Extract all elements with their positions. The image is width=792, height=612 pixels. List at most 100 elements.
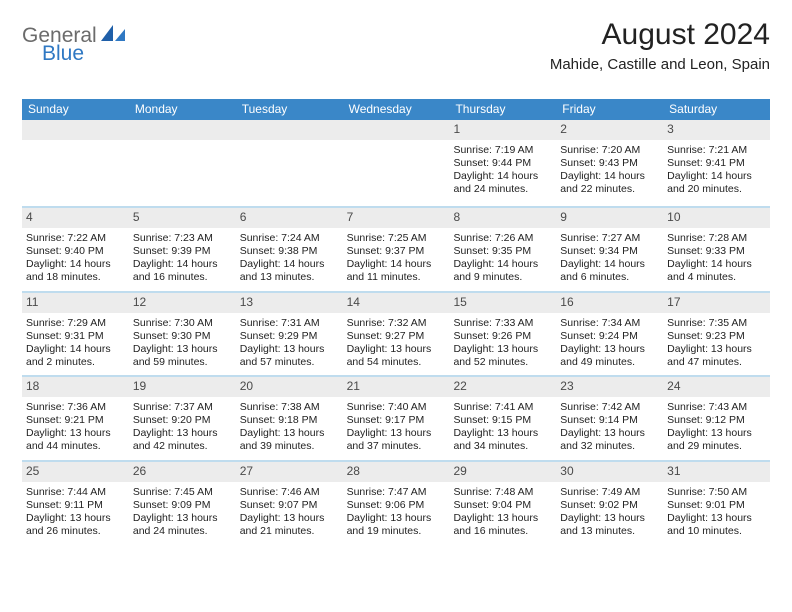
sunset-line: Sunset: 9:12 PM [667,414,766,427]
sunset-line: Sunset: 9:17 PM [347,414,446,427]
page: General August 2024 Mahide, Castille and… [0,0,792,554]
day-number: 14 [343,293,450,313]
sunset-line: Sunset: 9:01 PM [667,499,766,512]
day-number: 15 [449,293,556,313]
day-number: 22 [449,377,556,397]
daylight-line: Daylight: 14 hours and 24 minutes. [453,170,552,196]
sunrise-line: Sunrise: 7:31 AM [240,317,339,330]
daylight-line: Daylight: 13 hours and 16 minutes. [453,512,552,538]
daylight-line: Daylight: 13 hours and 13 minutes. [560,512,659,538]
sunrise-line: Sunrise: 7:22 AM [26,232,125,245]
day-body: Sunrise: 7:36 AMSunset: 9:21 PMDaylight:… [26,401,125,454]
day-cell: 15 Sunrise: 7:33 AMSunset: 9:26 PMDayligh… [449,293,556,376]
sunset-line: Sunset: 9:14 PM [560,414,659,427]
daylight-line: Daylight: 13 hours and 10 minutes. [667,512,766,538]
daylight-line: Daylight: 13 hours and 29 minutes. [667,427,766,453]
day-cell: 20Sunrise: 7:38 AMSunset: 9:18 PMDayligh… [236,377,343,460]
daylight-line: Daylight: 14 hours and 4 minutes. [667,258,766,284]
day-body: Sunrise: 7:24 AMSunset: 9:38 PMDaylight:… [240,232,339,285]
dow-cell: Saturday [663,99,770,120]
title-block: August 2024 Mahide, Castille and Leon, S… [550,18,770,73]
day-cell: 9Sunrise: 7:27 AMSunset: 9:34 PMDaylight… [556,208,663,291]
day-body: Sunrise: 7:21 AMSunset: 9:41 PMDaylight:… [667,144,766,197]
day-number: 4 [22,208,129,228]
day-body: Sunrise: 7:31 AMSunset: 9:29 PMDaylight:… [240,317,339,370]
daylight-line: Daylight: 14 hours and 20 minutes. [667,170,766,196]
sunset-line: Sunset: 9:39 PM [133,245,232,258]
sunrise-line: Sunrise: 7:24 AM [240,232,339,245]
day-body-empty [133,144,232,200]
day-number: 27 [236,462,343,482]
sunrise-line: Sunrise: 7:43 AM [667,401,766,414]
sunset-line: Sunset: 9:26 PM [453,330,552,343]
day-number: 7 [343,208,450,228]
sunset-line: Sunset: 9:02 PM [560,499,659,512]
daylight-line: Daylight: 13 hours and 32 minutes. [560,427,659,453]
sunset-line: Sunset: 9:15 PM [453,414,552,427]
dow-cell: Thursday [449,99,556,120]
day-number: 6 [236,208,343,228]
sunrise-line: Sunrise: 7:28 AM [667,232,766,245]
day-cell: 26Sunrise: 7:45 AMSunset: 9:09 PMDayligh… [129,462,236,545]
day-cell: 17Sunrise: 7:35 AMSunset: 9:23 PMDayligh… [663,293,770,376]
sunrise-line: Sunrise: 7:38 AM [240,401,339,414]
day-number: 23 [556,377,663,397]
day-body: Sunrise: 7:38 AMSunset: 9:18 PMDaylight:… [240,401,339,454]
day-cell: 4Sunrise: 7:22 AMSunset: 9:40 PMDaylight… [22,208,129,291]
day-body: Sunrise: 7:41 AMSunset: 9:15 PMDaylight:… [453,401,552,454]
daylight-line: Daylight: 13 hours and 19 minutes. [347,512,446,538]
sunset-line: Sunset: 9:43 PM [560,157,659,170]
sunrise-line: Sunrise: 7:50 AM [667,486,766,499]
sunset-line: Sunset: 9:41 PM [667,157,766,170]
dow-row: SundayMondayTuesdayWednesdayThursdayFrid… [22,99,770,120]
sunset-line: Sunset: 9:34 PM [560,245,659,258]
day-cell [343,120,450,206]
daylight-line: Daylight: 14 hours and 6 minutes. [560,258,659,284]
sunset-line: Sunset: 9:23 PM [667,330,766,343]
sunrise-line: Sunrise: 7:47 AM [347,486,446,499]
day-cell: 10Sunrise: 7:28 AMSunset: 9:33 PMDayligh… [663,208,770,291]
day-cell [129,120,236,206]
day-body: Sunrise: 7:25 AMSunset: 9:37 PMDaylight:… [347,232,446,285]
sunrise-line: Sunrise: 7:41 AM [453,401,552,414]
day-number: 5 [129,208,236,228]
sunrise-line: Sunrise: 7:34 AM [560,317,659,330]
day-cell: 13 Sunrise: 7:31 AMSunset: 9:29 PMDayligh… [236,293,343,376]
sunrise-line: Sunrise: 7:46 AM [240,486,339,499]
day-number: 13 [236,293,343,313]
sunset-line: Sunset: 9:35 PM [453,245,552,258]
sunrise-line: Sunrise: 7:20 AM [560,144,659,157]
dow-cell: Friday [556,99,663,120]
day-body: Sunrise: 7:27 AMSunset: 9:34 PMDaylight:… [560,232,659,285]
day-body: Sunrise: 7:45 AMSunset: 9:09 PMDaylight:… [133,486,232,539]
day-body: Sunrise: 7:29 AMSunset: 9:31 PMDaylight:… [26,317,125,370]
daylight-line: Daylight: 14 hours and 16 minutes. [133,258,232,284]
brand-sail-icon [99,23,127,43]
day-cell: 2Sunrise: 7:20 AMSunset: 9:43 PMDaylight… [556,120,663,206]
day-cell: 31Sunrise: 7:50 AMSunset: 9:01 PMDayligh… [663,462,770,545]
day-body: Sunrise: 7:32 AMSunset: 9:27 PMDaylight:… [347,317,446,370]
sunrise-line: Sunrise: 7:23 AM [133,232,232,245]
day-cell: 5 Sunrise: 7:23 AMSunset: 9:39 PMDaylight… [129,208,236,291]
day-body: Sunrise: 7:20 AMSunset: 9:43 PMDaylight:… [560,144,659,197]
sunset-line: Sunset: 9:38 PM [240,245,339,258]
daylight-line: Daylight: 13 hours and 24 minutes. [133,512,232,538]
sunrise-line: Sunrise: 7:33 AM [453,317,552,330]
day-cell: 14 Sunrise: 7:32 AMSunset: 9:27 PMDayligh… [343,293,450,376]
brand-text-blue: Blue [42,42,84,65]
day-body: Sunrise: 7:49 AMSunset: 9:02 PMDaylight:… [560,486,659,539]
dow-cell: Tuesday [236,99,343,120]
day-number: 17 [663,293,770,313]
week-row: 18Sunrise: 7:36 AMSunset: 9:21 PMDayligh… [22,375,770,460]
day-body-empty [26,144,125,200]
sunset-line: Sunset: 9:44 PM [453,157,552,170]
day-body: Sunrise: 7:33 AMSunset: 9:26 PMDaylight:… [453,317,552,370]
day-cell: 19Sunrise: 7:37 AMSunset: 9:20 PMDayligh… [129,377,236,460]
day-cell: 1Sunrise: 7:19 AMSunset: 9:44 PMDaylight… [449,120,556,206]
day-body: Sunrise: 7:50 AMSunset: 9:01 PMDaylight:… [667,486,766,539]
daylight-line: Daylight: 14 hours and 11 minutes. [347,258,446,284]
sunrise-line: Sunrise: 7:29 AM [26,317,125,330]
day-body: Sunrise: 7:26 AMSunset: 9:35 PMDaylight:… [453,232,552,285]
weeks-container: 1Sunrise: 7:19 AMSunset: 9:44 PMDaylight… [22,120,770,544]
daylight-line: Daylight: 14 hours and 2 minutes. [26,343,125,369]
